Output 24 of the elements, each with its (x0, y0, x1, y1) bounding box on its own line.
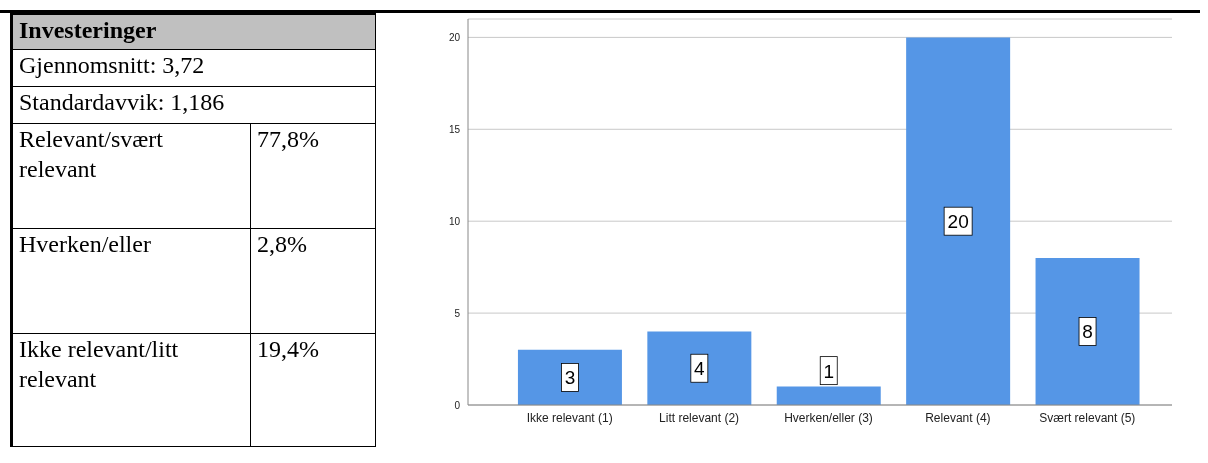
y-tick-label: 10 (448, 215, 461, 227)
x-tick-label: Svært relevant (5) (1039, 410, 1136, 425)
x-tick-label: Relevant (4) (925, 410, 991, 425)
data-label: 8 (1082, 321, 1093, 343)
text: 19,4% (250, 333, 376, 447)
text: Relevant/svært relevant (11, 123, 251, 229)
x-tick-label: Litt relevant (2) (659, 410, 740, 425)
y-tick-label: 15 (448, 123, 461, 135)
data-label: 3 (564, 367, 576, 389)
data-label: 4 (694, 358, 706, 380)
text: Ikke relevant/litt relevant (11, 333, 251, 447)
text: Standardavvik: 1,186 (11, 86, 376, 124)
text: Hverken/eller (11, 228, 251, 334)
data-label: 1 (823, 360, 835, 382)
data-label: 20 (947, 211, 969, 233)
text: Gjennomsnitt: 3,72 (11, 49, 376, 87)
text: 77,8% (250, 123, 376, 229)
text: 2,8% (250, 228, 376, 334)
x-tick-label: Ikke relevant (1) (526, 410, 613, 425)
x-tick-label: Hverken/eller (3) (784, 410, 873, 425)
text: Investeringer (11, 13, 376, 50)
y-tick-label: 5 (454, 307, 461, 319)
y-tick-label: 0 (454, 399, 461, 411)
y-tick-label: 20 (448, 31, 461, 43)
